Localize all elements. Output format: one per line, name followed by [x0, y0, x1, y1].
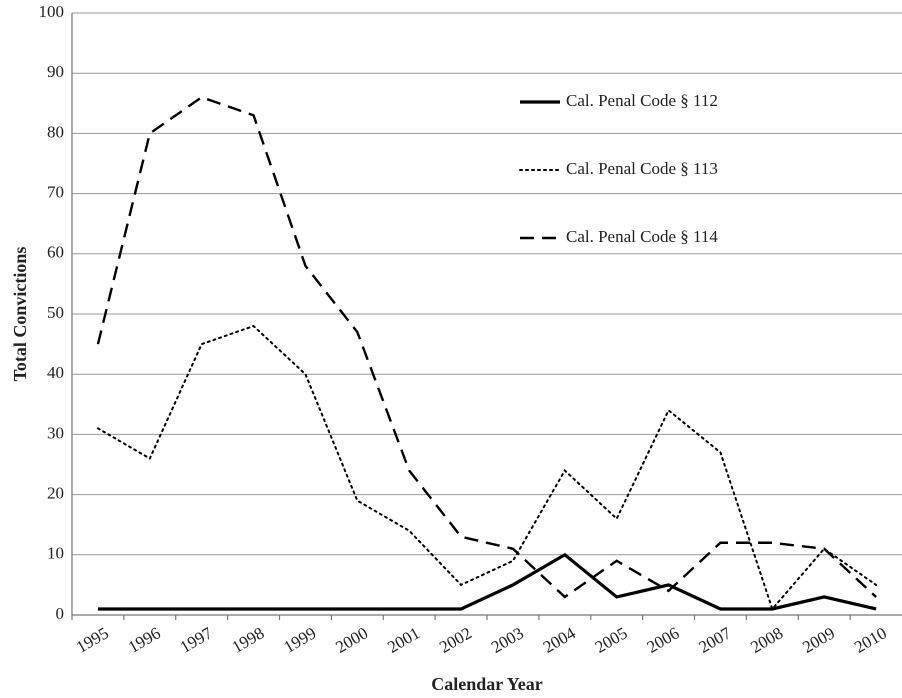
x-tick-label: 1999	[280, 623, 319, 656]
x-tick-label: 2000	[332, 623, 371, 656]
y-tick-label: 30	[47, 423, 64, 442]
x-tick-label: 1996	[125, 623, 164, 656]
series-line	[96, 324, 878, 611]
y-tick-label: 100	[39, 2, 65, 21]
x-tick-label: 2003	[488, 623, 527, 656]
series-line	[97, 552, 877, 611]
y-tick-label: 40	[47, 363, 64, 382]
legend-label: Cal. Penal Code § 114	[566, 227, 718, 246]
x-axis-label: Calendar Year	[431, 674, 543, 694]
y-tick-label: 80	[47, 122, 64, 141]
y-tick-label: 90	[47, 62, 64, 81]
x-tick-label: 2007	[695, 623, 734, 657]
x-tick-label: 2002	[436, 623, 475, 656]
y-tick-label: 60	[47, 243, 64, 262]
x-tick-label: 2010	[851, 623, 890, 656]
y-tick-label: 0	[56, 604, 65, 623]
y-tick-label: 70	[47, 183, 64, 202]
x-tick-label: 1995	[73, 623, 112, 656]
x-tick-label: 2006	[644, 623, 683, 656]
x-tick-label: 2005	[592, 623, 631, 656]
y-tick-label: 10	[47, 544, 64, 563]
x-tick-label: 2008	[747, 623, 786, 656]
x-tick-label: 2004	[540, 623, 579, 657]
y-axis-label: Total Convictions	[10, 247, 30, 382]
x-tick-label: 1997	[177, 623, 216, 657]
x-tick-label: 2001	[384, 623, 423, 656]
x-tick-label: 2009	[799, 623, 838, 656]
x-tick-label: 1998	[229, 623, 268, 656]
legend-label: Cal. Penal Code § 112	[566, 91, 718, 110]
legend-label: Cal. Penal Code § 113	[566, 159, 718, 178]
series-line	[96, 95, 877, 599]
y-tick-label: 20	[47, 484, 64, 503]
y-tick-label: 50	[47, 303, 64, 322]
